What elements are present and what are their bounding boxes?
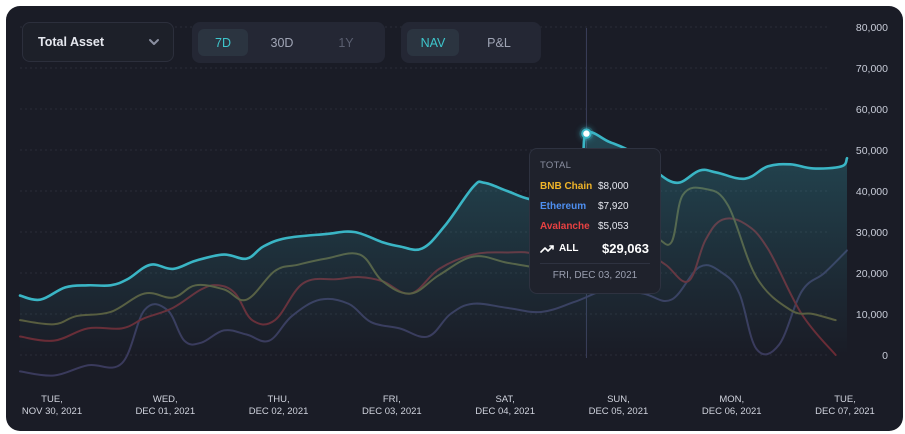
tab-pnl[interactable]: P&L [487, 35, 511, 50]
tooltip-avalanche-value: $5,053 [598, 220, 629, 232]
x-tick-label: DEC 04, 2021 [475, 406, 535, 417]
y-axis-labels: 0 10,000 20,000 30,000 40,000 50,000 60,000 70,… [856, 22, 888, 362]
tooltip-date: FRI, DEC 03, 2021 [552, 270, 638, 281]
x-tick-label: WED, [153, 394, 178, 405]
y-tick-label: 80,000 [856, 22, 888, 34]
x-tick-label: TUE, [41, 394, 63, 405]
x-tick-label: DEC 05, 2021 [589, 406, 649, 417]
tooltip-row-all: ALL $29,063 [540, 241, 649, 256]
tooltip-all-label: ALL [559, 243, 579, 254]
total-asset-dropdown[interactable]: Total Asset [22, 22, 174, 62]
chart-card: 0 10,000 20,000 30,000 40,000 50,000 60,000 70,… [6, 6, 903, 431]
tab-30d[interactable]: 30D [270, 35, 294, 50]
tooltip-bnb-label: BNB Chain [540, 180, 593, 192]
y-tick-label: 60,000 [856, 104, 888, 116]
tab-1y[interactable]: 1Y [338, 35, 354, 50]
chevron-down-icon [149, 39, 159, 45]
chart-svg: 0 10,000 20,000 30,000 40,000 50,000 60,000 70,… [18, 22, 888, 417]
series-lines [18, 130, 849, 377]
hover-marker [579, 126, 594, 141]
x-tick-label: SAT, [495, 394, 514, 405]
tooltip-divider [540, 263, 650, 264]
x-tick-label: MON, [719, 394, 744, 405]
x-tick-label: DEC 06, 2021 [702, 406, 762, 417]
tooltip-ethereum-label: Ethereum [540, 200, 587, 212]
tooltip-ethereum-value: $7,920 [598, 200, 629, 212]
y-tick-label: 0 [882, 350, 888, 362]
tooltip-bnb-value: $8,000 [598, 180, 629, 192]
tooltip-row-ethereum: Ethereum $7,920 [540, 199, 652, 213]
x-tick-label: TUE, [834, 394, 856, 405]
y-tick-label: 70,000 [856, 63, 888, 75]
y-tick-label: 20,000 [856, 268, 888, 280]
total-area [20, 132, 847, 355]
x-tick-label: DEC 07, 2021 [815, 406, 875, 417]
mode-tab-group: NAV P&L [401, 22, 541, 63]
hover-tooltip: TOTAL BNB Chain $8,000 Ethereum $7,920 A… [529, 148, 661, 294]
x-tick-label: SUN, [607, 394, 630, 405]
range-tab-group: 7D 30D 1Y [192, 22, 385, 63]
hover-point [581, 128, 592, 139]
x-tick-label: DEC 03, 2021 [362, 406, 422, 417]
y-tick-label: 40,000 [856, 186, 888, 198]
series-line-total [18, 130, 849, 302]
tooltip-row-bnb: BNB Chain $8,000 [540, 179, 652, 193]
tooltip-avalanche-label: Avalanche [540, 220, 590, 232]
x-tick-label: DEC 02, 2021 [249, 406, 309, 417]
tooltip-all-value: $29,063 [602, 241, 649, 256]
total-asset-dropdown-label: Total Asset [38, 35, 104, 49]
x-tick-label: THU, [267, 394, 289, 405]
y-tick-label: 30,000 [856, 227, 888, 239]
tooltip-header: TOTAL [540, 160, 572, 171]
x-tick-label: FRI, [383, 394, 401, 405]
x-tick-label: DEC 01, 2021 [135, 406, 195, 417]
tab-7d[interactable]: 7D [198, 29, 248, 56]
tooltip-row-avalanche: Avalanche $5,053 [540, 219, 652, 233]
x-tick-label: NOV 30, 2021 [22, 406, 82, 417]
y-tick-label: 50,000 [856, 145, 888, 157]
tab-nav[interactable]: NAV [407, 29, 459, 56]
trend-icon [540, 244, 554, 253]
y-tick-label: 10,000 [856, 309, 888, 321]
